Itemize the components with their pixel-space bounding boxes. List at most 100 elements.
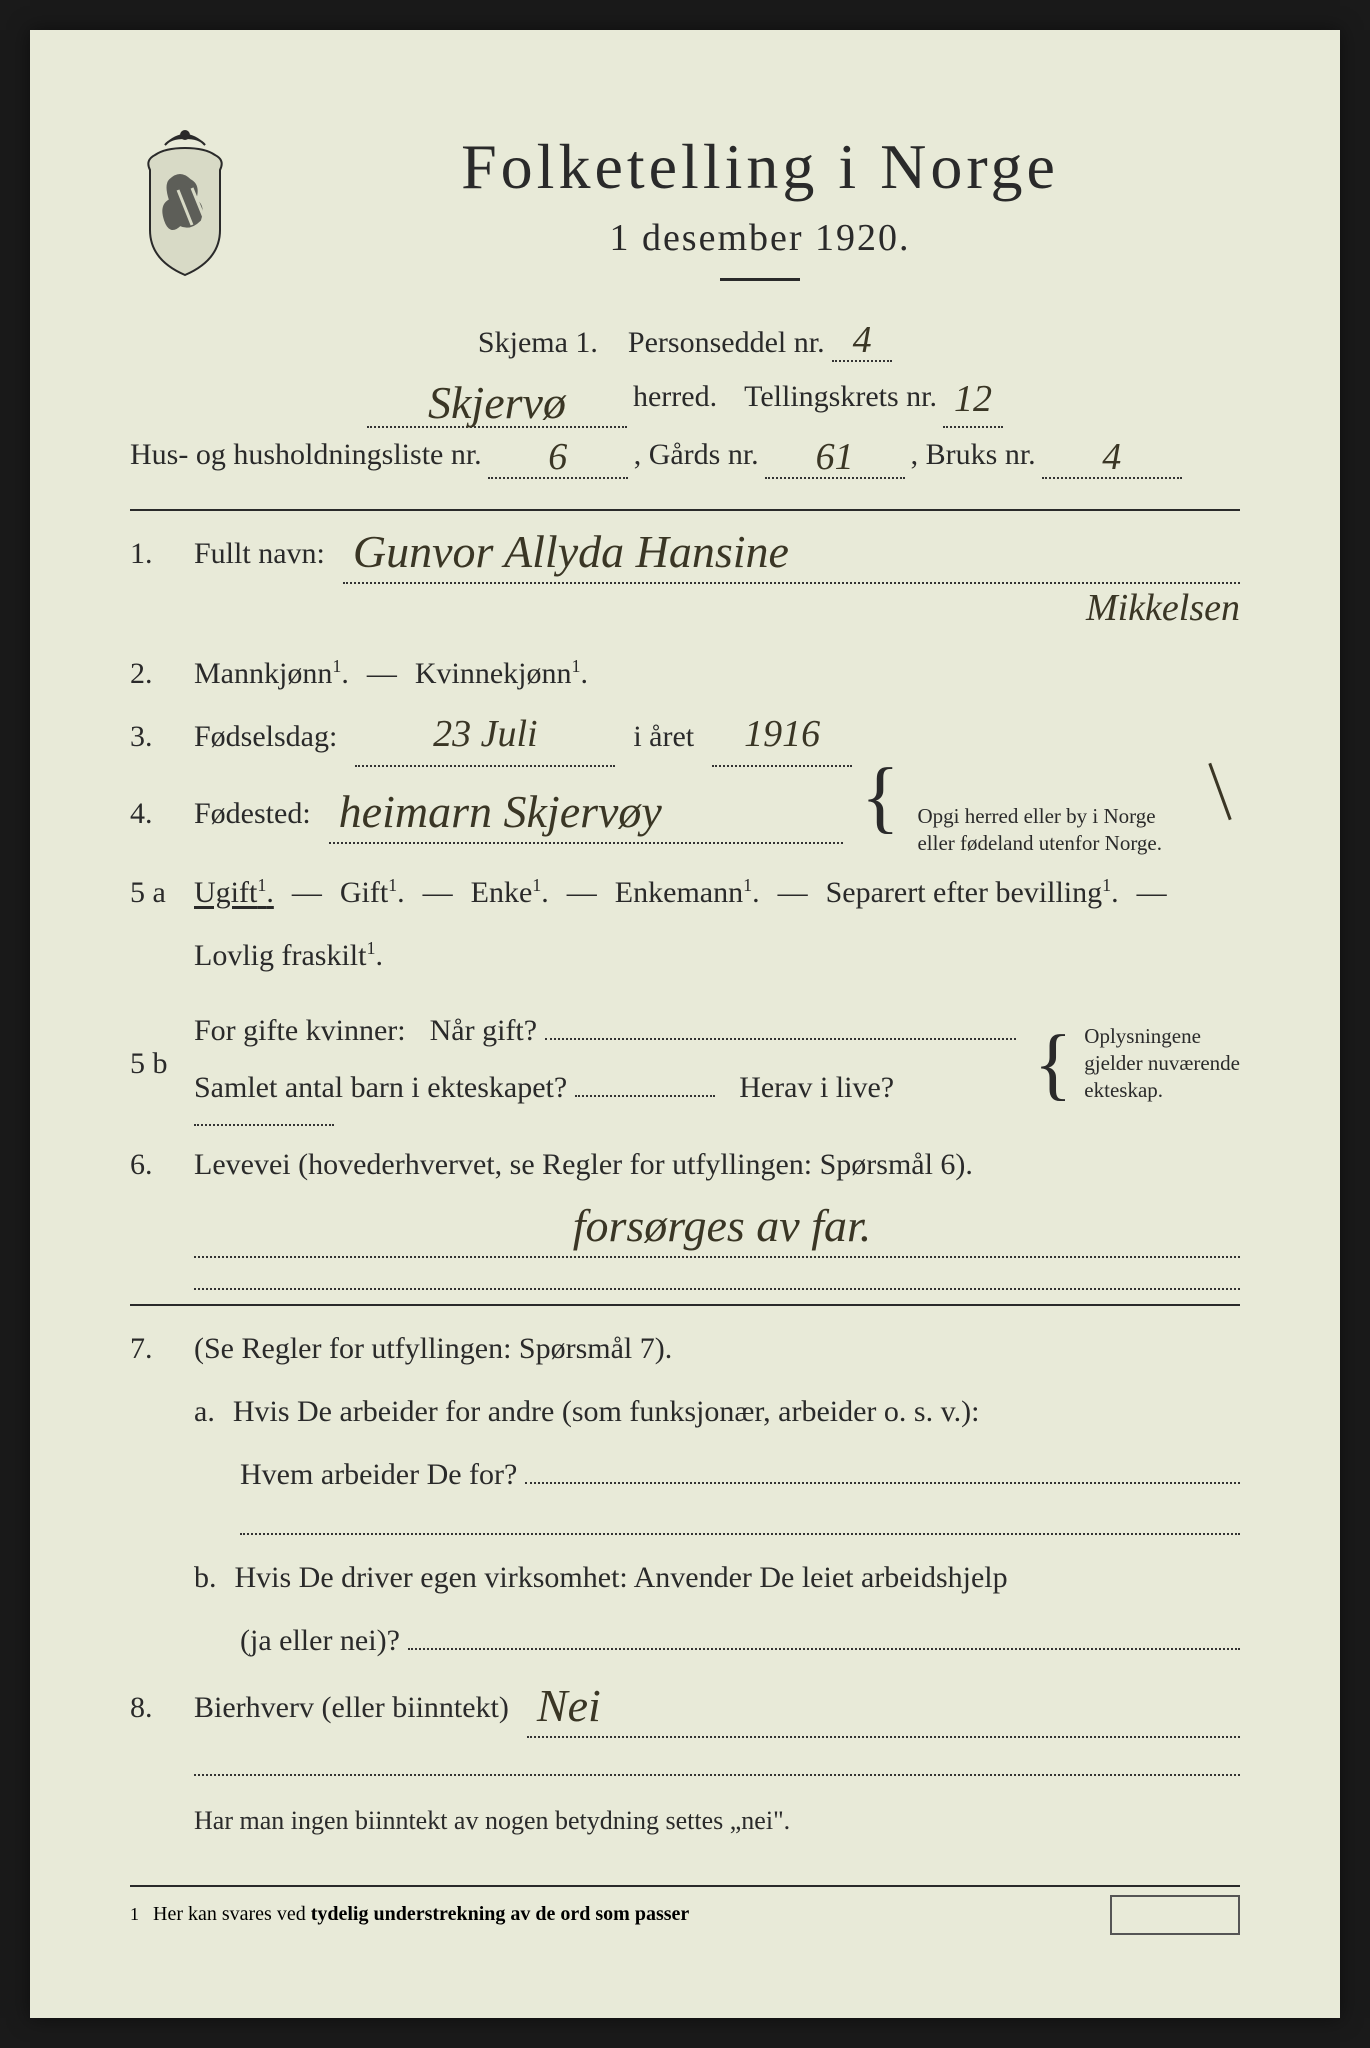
q3-day-value: 23 Juli <box>433 713 537 755</box>
q7-row: 7. (Se Regler for utfyllingen: Spørsmål … <box>130 1320 1240 1377</box>
q8-row: 8. Bierhverv (eller biinntekt) Nei <box>130 1679 1240 1738</box>
q3-day-field[interactable]: 23 Juli <box>355 708 615 767</box>
q5b-children-label: Samlet antal barn i ekteskapet? <box>194 1059 567 1116</box>
q8-field-row-2 <box>194 1744 1240 1776</box>
q3-label: Fødselsdag: <box>194 708 337 765</box>
q1-value-line2: Mikkelsen <box>1086 587 1240 629</box>
q7a-line1: Hvis De arbeider for andre (som funksjon… <box>233 1383 980 1440</box>
q7b-line2: (ja eller nei)? <box>240 1612 400 1669</box>
gards-field[interactable]: 61 <box>765 438 905 479</box>
q1-field[interactable]: Gunvor Allyda Hansine <box>343 525 1240 584</box>
q7b-row: b. Hvis De driver egen virksomhet: Anven… <box>194 1549 1240 1606</box>
tellingskrets-value: 12 <box>954 378 992 420</box>
q6-field[interactable]: forsørges av far. <box>194 1199 1240 1258</box>
q2-num: 2. <box>130 645 176 702</box>
q7a-field-2[interactable] <box>240 1503 1240 1535</box>
q5b-note-group: { Oplysningene gjelder nuværende ekteska… <box>1034 1023 1240 1105</box>
bruks-value: 4 <box>1102 436 1121 478</box>
husliste-label: Hus- og husholdningsliste nr. <box>130 438 482 479</box>
title-rule <box>720 278 800 281</box>
main-title: Folketelling i Norge <box>280 130 1240 204</box>
title-block: Folketelling i Norge 1 desember 1920. <box>280 130 1240 311</box>
q8-label: Bierhverv (eller biinntekt) <box>194 1679 509 1736</box>
q7b-field[interactable] <box>408 1618 1240 1650</box>
q7a-line3-row <box>240 1503 1240 1535</box>
q5b-children-field[interactable] <box>575 1095 715 1097</box>
q1-value: Gunvor Allyda Hansine <box>353 526 789 577</box>
q8-field-2[interactable] <box>194 1744 1240 1776</box>
q8-value: Nei <box>537 1680 601 1731</box>
printer-stamp <box>1110 1895 1240 1935</box>
q4-handmark <box>1208 763 1231 820</box>
q1-label: Fullt navn: <box>194 525 325 582</box>
skjema-label: Skjema 1. <box>478 326 598 359</box>
tellingskrets-field[interactable]: 12 <box>943 380 1003 428</box>
q5a-opt-enke[interactable]: Enke1. <box>471 864 549 921</box>
q5b-when-label: Når gift? <box>430 1002 537 1059</box>
q2-row: 2. Mannkjønn1. — Kvinnekjønn1. <box>130 645 1240 702</box>
q4-field[interactable]: heimarn Skjervøy <box>329 785 843 844</box>
q8-field[interactable]: Nei <box>527 1679 1240 1738</box>
q7-label: (Se Regler for utfyllingen: Spørsmål 7). <box>194 1320 672 1377</box>
footnote-bar: 1 Her kan svares ved tydelig understrekn… <box>130 1885 1240 1935</box>
q5a-opt-enkemann[interactable]: Enkemann1. <box>615 864 760 921</box>
q4-value: heimarn Skjervøy <box>339 786 662 837</box>
bruks-field[interactable]: 4 <box>1042 438 1182 479</box>
meta-line-2: Skjervø herred. Tellingskrets nr. 12 <box>130 380 1240 428</box>
q5a-num: 5 a <box>130 864 176 921</box>
q5b-alive-label: Herav i live? <box>739 1059 894 1116</box>
husliste-field[interactable]: 6 <box>488 438 628 479</box>
q1-line2-wrap: Mikkelsen <box>130 582 1240 639</box>
q5a-opt-gift[interactable]: Gift1. <box>340 864 405 921</box>
q5b-label: For gifte kvinner: <box>194 1002 406 1059</box>
herred-field[interactable]: Skjervø <box>367 380 627 428</box>
q7b-line1: Hvis De driver egen virksomhet: Anvender… <box>235 1549 1008 1606</box>
q5a-opt-fraskilt[interactable]: Lovlig fraskilt1. <box>194 939 383 972</box>
q2-dash: — <box>367 645 397 702</box>
q4-label: Fødested: <box>194 785 311 842</box>
header: Folketelling i Norge 1 desember 1920. <box>130 130 1240 311</box>
q6-field-row-2 <box>194 1258 1240 1290</box>
q5a-row: 5 a Ugift1. — Gift1. — Enke1. — Enkemann… <box>130 864 1240 921</box>
herred-value: Skjervø <box>428 377 566 428</box>
q6-row: 6. Levevei (hovederhvervet, se Regler fo… <box>130 1136 1240 1193</box>
gards-label: , Gårds nr. <box>634 438 759 479</box>
subtitle: 1 desember 1920. <box>280 216 1240 260</box>
q7a-line2-row: Hvem arbeider De for? <box>240 1446 1240 1503</box>
meta-line-1: Skjema 1. Personseddel nr. 4 <box>130 321 1240 362</box>
q5a-line2: Lovlig fraskilt1. <box>194 927 1240 984</box>
q3-row: 3. Fødselsdag: 23 Juli i året 1916 <box>130 708 1240 767</box>
q7a-num: a. <box>194 1383 215 1440</box>
q7a-field[interactable] <box>525 1452 1240 1484</box>
q3-year-field[interactable]: 1916 <box>712 708 852 767</box>
q6-num: 6. <box>130 1136 176 1193</box>
q4-num: 4. <box>130 785 176 842</box>
q6-field-2[interactable] <box>194 1258 1240 1290</box>
tail-note: Har man ingen biinntekt av nogen betydni… <box>194 1796 1240 1845</box>
q4-note: Opgi herred eller by i Norge eller fødel… <box>917 803 1162 858</box>
q5b-row: 5 b For gifte kvinner: Når gift? Samlet … <box>130 1002 1240 1126</box>
footnote-left: 1 Her kan svares ved tydelig understrekn… <box>130 1903 689 1926</box>
brace-icon: { <box>1034 1040 1072 1088</box>
herred-label: herred. <box>633 380 717 428</box>
husliste-value: 6 <box>548 436 567 478</box>
meta-line-3: Hus- og husholdningsliste nr. 6 , Gårds … <box>130 438 1240 479</box>
q7b-line2-row: (ja eller nei)? <box>240 1612 1240 1669</box>
q2-opt-a[interactable]: Mannkjønn1. <box>194 645 349 702</box>
q6-value: forsørges av far. <box>573 1200 872 1251</box>
gards-value: 61 <box>816 436 854 478</box>
q2-opt-b[interactable]: Kvinnekjønn1. <box>415 645 588 702</box>
q3-year-value: 1916 <box>744 713 820 755</box>
questions: 1. Fullt navn: Gunvor Allyda Hansine Mik… <box>130 525 1240 1845</box>
q5b-alive-field[interactable] <box>194 1124 334 1126</box>
q5a-opt-ugift[interactable]: Ugift1. <box>194 864 274 921</box>
personseddel-field[interactable]: 4 <box>832 321 892 362</box>
q7-num: 7. <box>130 1320 176 1377</box>
q6-label: Levevei (hovederhvervet, se Regler for u… <box>194 1136 973 1193</box>
q4-row: 4. Fødested: heimarn Skjervøy { Opgi her… <box>130 773 1240 858</box>
q5b-when-field[interactable] <box>545 1008 1016 1040</box>
q1-row: 1. Fullt navn: Gunvor Allyda Hansine <box>130 525 1240 584</box>
q7a-line2: Hvem arbeider De for? <box>240 1446 517 1503</box>
q6-field-row: forsørges av far. <box>194 1199 1240 1258</box>
q5a-opt-separert[interactable]: Separert efter bevilling1. <box>826 864 1119 921</box>
